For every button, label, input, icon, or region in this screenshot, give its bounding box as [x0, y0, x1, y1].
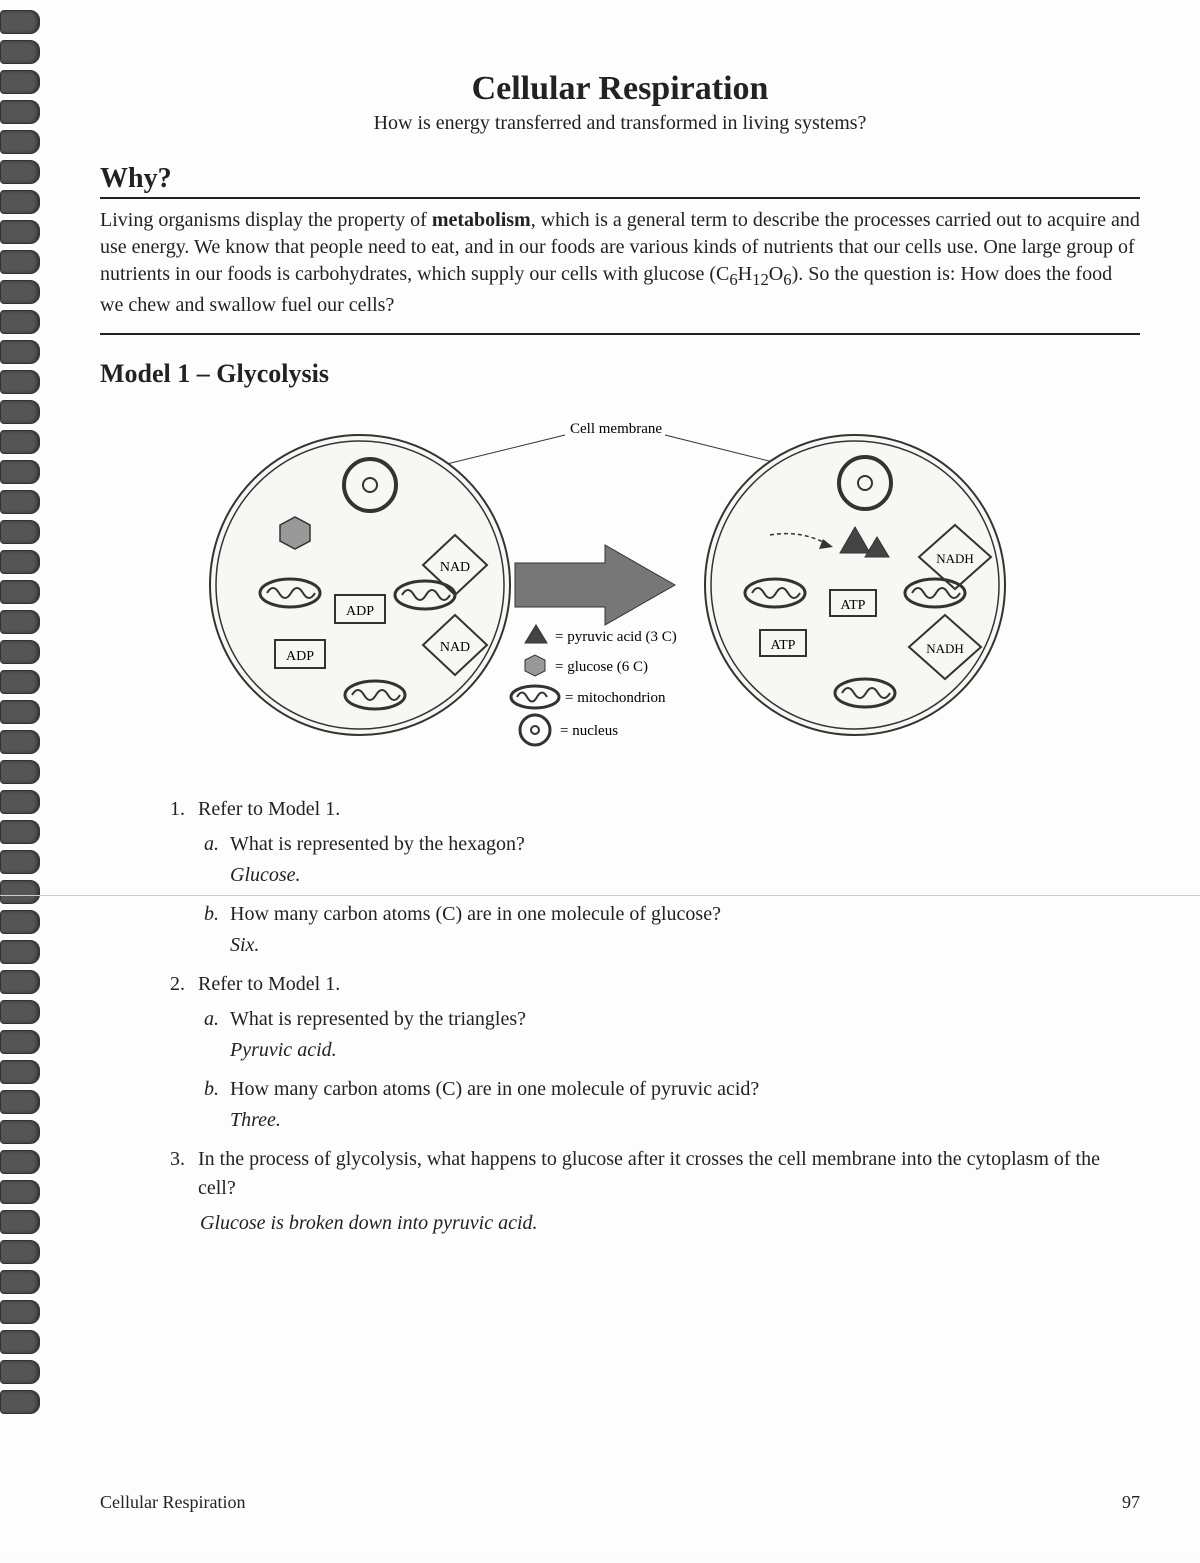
process-arrow	[515, 545, 675, 625]
page-number: 97	[1122, 1492, 1140, 1513]
pyruvic-icon	[525, 625, 547, 643]
right-cell: NADH NADH ATP ATP	[705, 435, 1005, 735]
answer-2a: Pyruvic acid.	[230, 1036, 1140, 1065]
svg-text:= pyruvic acid (3 C): = pyruvic acid (3 C)	[555, 629, 677, 645]
svg-text:ATP: ATP	[841, 598, 866, 613]
svg-text:ATP: ATP	[771, 638, 796, 653]
glucose-icon	[280, 517, 310, 549]
legend: = pyruvic acid (3 C) = glucose (6 C) = m…	[511, 625, 677, 745]
svg-text:= nucleus: = nucleus	[560, 723, 618, 739]
svg-text:NAD: NAD	[440, 560, 470, 575]
svg-text:= mitochondrion: = mitochondrion	[565, 690, 666, 706]
why-heading: Why?	[100, 163, 1140, 199]
question-1a: a. What is represented by the hexagon?	[204, 830, 1140, 859]
left-cell: NAD NAD ADP ADP	[210, 435, 510, 735]
answer-3: Glucose is broken down into pyruvic acid…	[200, 1209, 1140, 1238]
svg-text:NADH: NADH	[936, 551, 974, 566]
svg-text:NADH: NADH	[926, 641, 964, 656]
question-3: 3. In the process of glycolysis, what ha…	[170, 1145, 1140, 1203]
answer-1b: Six.	[230, 931, 1140, 960]
question-1: 1. Refer to Model 1.	[170, 795, 1140, 824]
svg-text:ADP: ADP	[286, 649, 314, 664]
cell-membrane-label: Cell membrane	[570, 421, 662, 437]
glucose-icon	[525, 655, 545, 676]
glycolysis-diagram: Cell membrane NAD NAD	[205, 405, 1035, 765]
answer-1a: Glucose.	[230, 861, 1140, 890]
svg-text:ADP: ADP	[346, 604, 374, 619]
question-2b: b. How many carbon atoms (C) are in one …	[204, 1075, 1140, 1104]
scan-line	[0, 895, 1200, 896]
answer-2b: Three.	[230, 1106, 1140, 1135]
question-2: 2. Refer to Model 1.	[170, 970, 1140, 999]
nucleus-icon	[520, 715, 550, 745]
mitochondrion-icon	[511, 686, 559, 708]
svg-text:NAD: NAD	[440, 640, 470, 655]
page-footer: Cellular Respiration 97	[100, 1492, 1140, 1513]
why-body: Living organisms display the property of…	[100, 201, 1140, 335]
footer-left: Cellular Respiration	[100, 1492, 245, 1513]
page-subtitle: How is energy transferred and transforme…	[100, 112, 1140, 135]
model-heading: Model 1 – Glycolysis	[100, 359, 1140, 389]
svg-text:= glucose (6 C): = glucose (6 C)	[555, 659, 648, 675]
worksheet-page: Cellular Respiration How is energy trans…	[0, 0, 1200, 1553]
questions-list: 1. Refer to Model 1. a. What is represen…	[100, 795, 1140, 1238]
page-title: Cellular Respiration	[100, 70, 1140, 108]
question-2a: a. What is represented by the triangles?	[204, 1005, 1140, 1034]
spiral-binding	[0, 0, 45, 1563]
question-1b: b. How many carbon atoms (C) are in one …	[204, 900, 1140, 929]
